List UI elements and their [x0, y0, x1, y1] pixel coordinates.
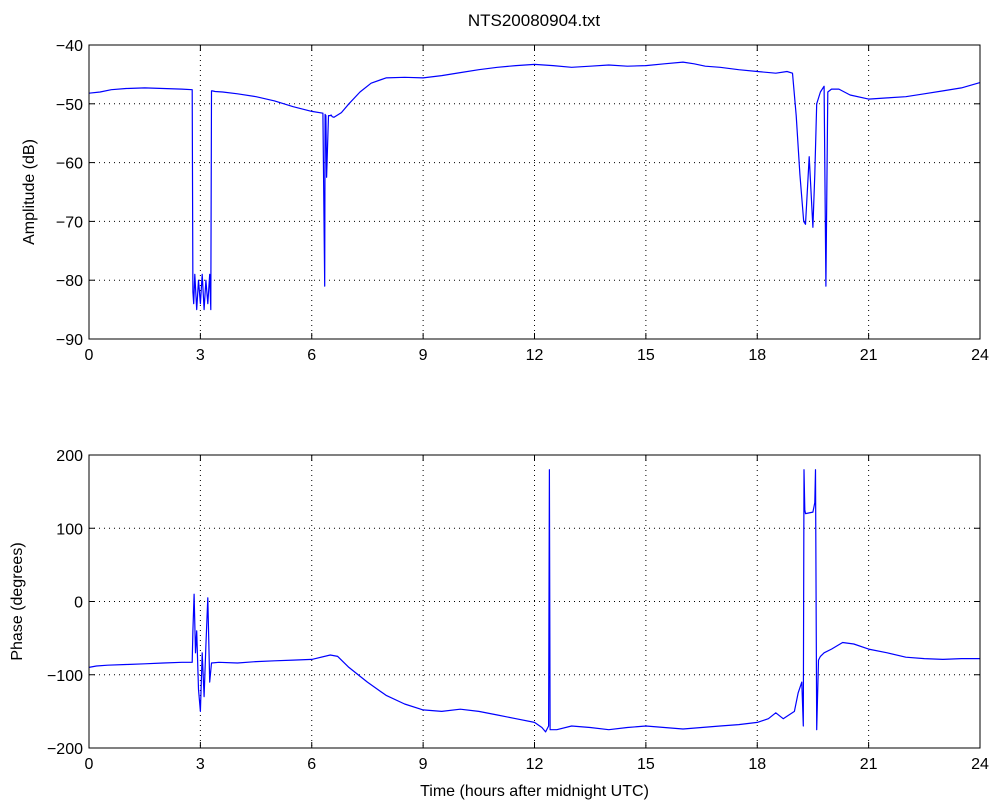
- x-tick-label: 21: [860, 347, 878, 364]
- y-tick-label: −40: [56, 38, 83, 55]
- y-axis-label: Amplitude (dB): [21, 139, 38, 245]
- x-tick-label: 24: [971, 756, 989, 773]
- x-tick-label: 18: [748, 347, 766, 364]
- chart-title: NTS20080904.txt: [468, 11, 601, 30]
- x-tick-label: 18: [748, 756, 766, 773]
- x-axis-label: Time (hours after midnight UTC): [420, 783, 649, 800]
- x-tick-label: 21: [860, 756, 878, 773]
- x-tick-label: 12: [526, 756, 544, 773]
- y-tick-label: 0: [74, 595, 83, 612]
- x-tick-label: 15: [637, 756, 655, 773]
- x-tick-label: 6: [307, 347, 316, 364]
- x-tick-label: 6: [307, 756, 316, 773]
- x-tick-label: 15: [637, 347, 655, 364]
- y-tick-label: −60: [56, 156, 83, 173]
- phase-axes: 0 3 6 9 12 15 18 21 24 −200 −100 0 100 200 Phase (degr…: [9, 448, 989, 800]
- y-tick-label: −200: [47, 741, 83, 758]
- y-tick-label: −100: [47, 668, 83, 685]
- x-tick-label: 9: [419, 756, 428, 773]
- y-tick-label: 100: [56, 521, 83, 538]
- plot-area: [89, 45, 980, 339]
- x-tick-label: 0: [85, 347, 94, 364]
- x-tick-label: 24: [971, 347, 989, 364]
- y-tick-label: −50: [56, 97, 83, 114]
- amplitude-axes: 0 3 6 9 12 15 18 21 24 −90 −80 −70 −60 −50 −40 Amplitud…: [21, 38, 989, 364]
- phase-series-line: [88, 469, 980, 733]
- y-tick-label: −70: [56, 214, 83, 231]
- x-tick-label: 9: [419, 347, 428, 364]
- y-tick-label: −80: [56, 273, 83, 290]
- x-tick-label: 3: [196, 756, 205, 773]
- y-tick-label: 200: [56, 448, 83, 465]
- x-tick-label: 3: [196, 347, 205, 364]
- y-tick-label: −90: [56, 332, 83, 349]
- x-tick-label: 12: [526, 347, 544, 364]
- x-tick-label: 0: [85, 756, 94, 773]
- amplitude-series-line: [88, 61, 981, 311]
- y-axis-label: Phase (degrees): [9, 542, 26, 660]
